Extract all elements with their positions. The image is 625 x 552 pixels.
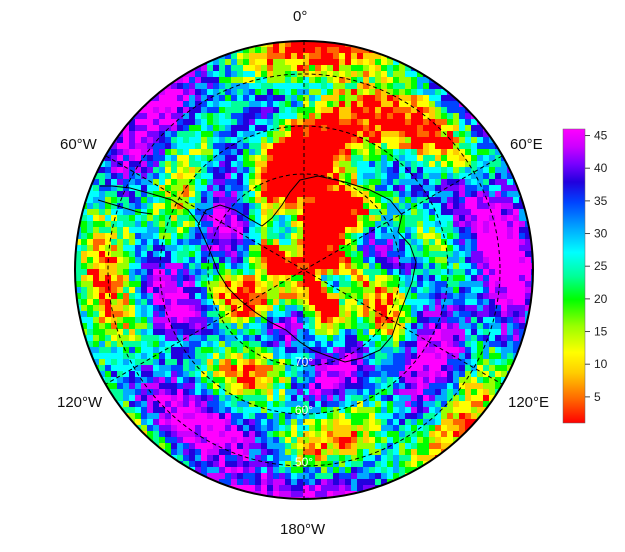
- colorbar-ticks: 45 40 35 30 25 20 15 10 5: [585, 129, 608, 404]
- colorbar-tick-label: 30: [594, 227, 608, 241]
- latitude-circle-50: [107, 73, 501, 467]
- meridian-60e-120w: [105, 155, 503, 385]
- colorbar-tick-label: 5: [594, 390, 601, 404]
- colorbar-tick-label: 40: [594, 161, 608, 175]
- longitude-label-upper-right: 60°E: [510, 136, 543, 153]
- longitude-label-lower-right: 120°E: [508, 394, 550, 411]
- longitude-label-lower-left: 120°W: [57, 394, 103, 411]
- graticule: [105, 41, 503, 499]
- longitude-label-upper-left: 60°W: [60, 136, 97, 153]
- latitude-label-50: 50°: [295, 455, 313, 469]
- colorbar-tick-label: 15: [594, 325, 608, 339]
- meridian-60w-120e: [105, 155, 503, 385]
- colorbar-tick-label: 45: [594, 129, 608, 143]
- antarctica-coastline: [97, 175, 417, 363]
- longitude-label-top: 0°: [293, 8, 308, 25]
- colorbar-tick-label: 20: [594, 292, 608, 306]
- colorbar-gradient: [562, 128, 586, 424]
- colorbar: 45 40 35 30 25 20 15 10 5: [562, 128, 608, 424]
- map-border: [74, 40, 534, 500]
- latitude-label-60: 60°: [295, 403, 313, 417]
- latitude-label-70: 70°: [295, 355, 313, 369]
- colorbar-tick-label: 10: [594, 357, 608, 371]
- longitude-label-bottom: 180°W: [280, 521, 326, 538]
- colorbar-tick-label: 35: [594, 194, 608, 208]
- colorbar-tick-label: 25: [594, 259, 608, 273]
